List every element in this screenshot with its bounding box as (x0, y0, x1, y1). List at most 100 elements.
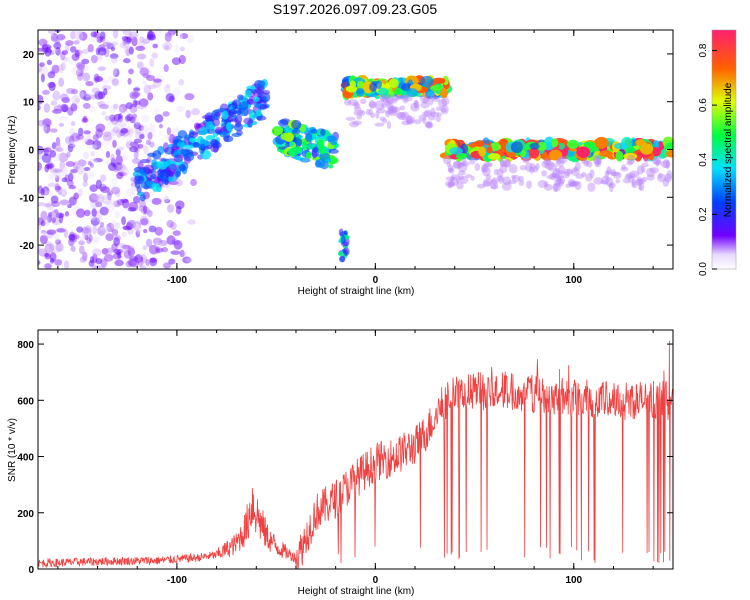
heatmap-cell (529, 142, 540, 150)
heatmap-cell (61, 96, 70, 103)
heatmap-cell (394, 87, 403, 96)
heatmap-cell (88, 37, 99, 42)
heatmap-cell (664, 173, 672, 183)
heatmap-cell (172, 87, 181, 96)
heatmap-cell (52, 90, 61, 101)
heatmap-cell (291, 119, 302, 130)
heatmap-cell (116, 146, 125, 151)
heatmap-cell (60, 188, 67, 198)
heatmap-cell (395, 111, 405, 119)
snr-frame (37, 329, 674, 570)
heatmap-cell (94, 131, 102, 140)
heatmap-cell (107, 192, 112, 201)
x-tick-label: -100 (167, 275, 187, 286)
heatmap-cell (139, 133, 145, 140)
heatmap-cell (396, 94, 401, 101)
heatmap-cell (522, 157, 529, 164)
heatmap-cell (50, 195, 59, 204)
heatmap-cell (111, 228, 119, 236)
heatmap-cell (548, 149, 563, 161)
heatmap-cell (458, 170, 466, 176)
heatmap-cell (117, 171, 126, 177)
heatmap-cell (299, 157, 311, 163)
heatmap-cell (187, 219, 196, 225)
heatmap-cell (129, 191, 135, 200)
heatmap-cell (109, 104, 117, 114)
heatmap-cell (79, 65, 90, 71)
heatmap-cell (185, 109, 191, 119)
heatmap-cell (237, 94, 244, 101)
heatmap-cell (82, 93, 92, 98)
heatmap-cell (337, 251, 345, 257)
heatmap-cell (212, 109, 222, 117)
heatmap-cell (133, 87, 141, 92)
heatmap-cell (51, 217, 56, 224)
y-tick-label: 800 (17, 340, 34, 351)
heatmap-cell (173, 154, 184, 163)
heatmap-cell (55, 239, 61, 245)
heatmap-cell (102, 41, 111, 47)
heatmap-cell (152, 79, 162, 88)
heatmap-cell (152, 43, 159, 49)
heatmap-cell (84, 234, 89, 241)
heatmap-cell (47, 71, 56, 79)
heatmap-cell (103, 253, 114, 262)
heatmap-cell (44, 262, 52, 269)
heatmap-cell (565, 183, 572, 188)
heatmap-cell (261, 90, 271, 95)
heatmap-cell (62, 56, 72, 64)
heatmap-cell (485, 173, 492, 180)
heatmap-cell (567, 178, 576, 187)
heatmap-cell (58, 213, 64, 224)
heatmap-cell (413, 99, 420, 109)
heatmap-cell (576, 146, 591, 158)
heatmap-cell (294, 155, 302, 161)
heatmap-cell (482, 180, 491, 187)
heatmap-cell (570, 167, 580, 176)
heatmap-cell (60, 166, 68, 177)
heatmap-cell (324, 158, 332, 163)
heatmap-cell (52, 48, 58, 53)
heatmap-cell (137, 257, 144, 267)
heatmap-cell (231, 132, 242, 137)
heatmap-cell (440, 104, 449, 115)
y-tick-label: 600 (17, 396, 34, 407)
heatmap-cell (233, 123, 244, 132)
heatmap-cell (608, 182, 614, 193)
heatmap-cell (182, 256, 192, 264)
heatmap-cell (320, 128, 326, 136)
heatmap-cell (449, 166, 455, 174)
heatmap-cell (497, 175, 505, 184)
heatmap-cell (129, 141, 139, 147)
heatmap-cell (38, 47, 45, 52)
heatmap-cell (133, 220, 140, 228)
heatmap-cell (121, 216, 126, 226)
heatmap-cell (74, 49, 80, 58)
heatmap-cell (57, 103, 62, 114)
heatmap-cell (156, 247, 164, 253)
chart-title: S197.2026.097.09.23.G05 (273, 1, 437, 17)
heatmap-cell (83, 130, 91, 135)
heatmap-cell (120, 127, 129, 134)
heatmap-cell (81, 48, 90, 55)
heatmap-cell (101, 79, 109, 85)
heatmap-cell (581, 171, 587, 178)
heatmap-cell (76, 226, 84, 233)
heatmap-cell (401, 120, 410, 126)
heatmap-cell (193, 122, 201, 130)
heatmap-cell (500, 157, 505, 168)
colorbar-tick-label: 0.4 (698, 152, 709, 166)
heatmap-cell (174, 44, 180, 54)
heatmap-cell (348, 99, 358, 107)
heatmap-cell (349, 121, 359, 128)
heatmap-cell (375, 110, 380, 119)
heatmap-cell (165, 92, 175, 102)
heatmap-cell (44, 217, 50, 226)
heatmap-cell (47, 30, 55, 34)
heatmap-cell (168, 176, 174, 182)
heatmap-cell (102, 134, 113, 142)
heatmap-cell (446, 161, 452, 167)
heatmap-cell (55, 39, 61, 45)
heatmap-cell (179, 46, 186, 52)
heatmap-cell (159, 169, 170, 179)
